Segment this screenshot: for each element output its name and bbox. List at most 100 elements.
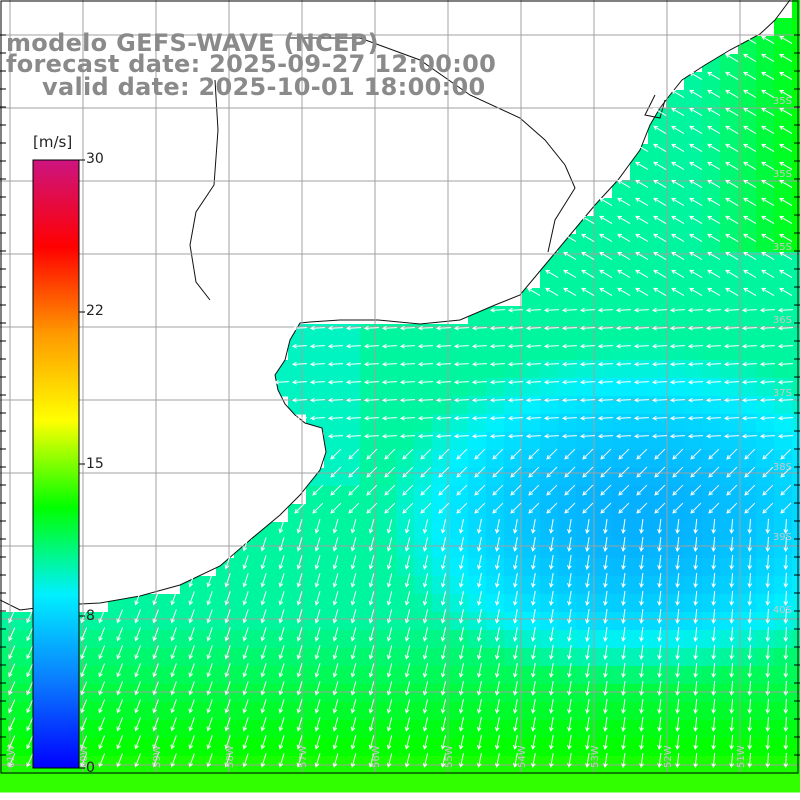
wind-arrow xyxy=(440,627,447,642)
wind-arrow xyxy=(422,609,429,624)
wind-arrow xyxy=(332,753,339,768)
wind-arrow xyxy=(512,663,518,678)
wind-cell xyxy=(324,486,343,505)
wind-cell xyxy=(378,774,397,793)
wind-arrow xyxy=(152,591,159,606)
wind-arrow xyxy=(617,215,631,225)
wind-cell xyxy=(684,432,703,451)
wind-cell xyxy=(486,306,505,325)
wind-cell xyxy=(90,774,109,793)
wind-arrow xyxy=(98,663,106,678)
wind-cell xyxy=(792,594,800,613)
wind-arrow xyxy=(635,287,649,297)
wind-cell xyxy=(378,414,397,433)
wind-arrow xyxy=(291,361,308,367)
wind-cell xyxy=(756,522,775,541)
wind-arrow xyxy=(80,627,88,642)
wind-arrow xyxy=(386,591,393,606)
wind-arrow xyxy=(546,484,558,496)
wind-arrow xyxy=(458,699,464,714)
forecast-date: forecast date: 2025-09-27 12:00:00 xyxy=(6,50,497,78)
wind-cell xyxy=(720,774,739,793)
wind-cell xyxy=(558,594,577,613)
wind-arrow xyxy=(761,269,775,279)
wind-cell xyxy=(702,594,721,613)
wind-arrow xyxy=(657,572,662,588)
wind-arrow xyxy=(653,251,667,261)
wind-cell xyxy=(738,702,757,721)
wind-cell xyxy=(540,648,559,667)
wind-cell xyxy=(216,774,235,793)
wind-arrow xyxy=(296,519,303,534)
wind-arrow xyxy=(314,519,321,534)
wind-cell xyxy=(684,774,703,793)
wind-cell xyxy=(558,630,577,649)
wind-arrow xyxy=(366,448,378,460)
wind-arrow xyxy=(332,627,339,642)
wind-cell xyxy=(648,630,667,649)
wind-arrow xyxy=(653,179,667,189)
wind-cell xyxy=(432,594,451,613)
wind-cell xyxy=(450,360,469,379)
wind-cell xyxy=(666,360,685,379)
wind-cell xyxy=(594,684,613,703)
wind-arrow xyxy=(489,415,506,421)
wind-cell xyxy=(36,774,55,793)
wind-arrow xyxy=(471,343,488,349)
wind-arrow xyxy=(729,518,735,535)
wind-arrow xyxy=(420,466,432,478)
wind-arrow xyxy=(476,519,482,534)
wind-arrow xyxy=(422,573,429,588)
wind-cell xyxy=(468,450,487,469)
wind-arrow xyxy=(471,325,488,331)
wind-cell xyxy=(666,594,685,613)
wind-arrow xyxy=(747,680,753,697)
wind-arrow xyxy=(512,753,518,768)
wind-cell xyxy=(594,630,613,649)
colorbar-gradient xyxy=(32,159,80,769)
wind-arrow xyxy=(330,448,342,460)
wind-arrow xyxy=(615,307,632,313)
wind-arrow xyxy=(651,325,668,331)
wind-arrow xyxy=(707,143,721,153)
wind-cell xyxy=(450,414,469,433)
wind-arrow xyxy=(476,717,482,732)
wind-cell xyxy=(486,342,505,361)
wind-cell xyxy=(738,450,757,469)
wind-cell xyxy=(540,540,559,559)
wind-arrow xyxy=(615,343,632,349)
wind-cell xyxy=(324,450,343,469)
wind-arrow xyxy=(741,415,758,421)
wind-cell xyxy=(738,504,757,523)
wind-arrow xyxy=(525,415,542,421)
wind-cell xyxy=(288,378,307,397)
wind-cell xyxy=(576,684,595,703)
wind-arrow xyxy=(8,645,16,660)
wind-cell xyxy=(720,702,739,721)
wind-arrow xyxy=(567,663,572,678)
wind-cell xyxy=(504,630,523,649)
wind-arrow xyxy=(729,734,735,751)
wind-cell xyxy=(630,774,649,793)
wind-cell xyxy=(612,432,631,451)
wind-cell xyxy=(468,414,487,433)
wind-arrow xyxy=(711,554,717,571)
wind-arrow xyxy=(399,361,416,367)
wind-arrow xyxy=(567,645,572,660)
wind-arrow xyxy=(458,609,464,624)
wind-arrow xyxy=(278,753,285,768)
valid-date: valid date: 2025-10-01 18:00:00 xyxy=(42,73,486,101)
wind-arrow xyxy=(260,699,267,714)
wind-cell xyxy=(720,666,739,685)
wind-arrow xyxy=(525,433,542,439)
wind-arrow xyxy=(545,287,559,297)
wind-arrow xyxy=(579,343,596,349)
wind-cell xyxy=(252,774,271,793)
wind-arrow xyxy=(777,361,794,367)
wind-arrow xyxy=(687,343,704,349)
wind-arrow xyxy=(579,325,596,331)
wind-arrow xyxy=(725,107,739,117)
wind-cell xyxy=(630,522,649,541)
wind-arrow xyxy=(777,379,794,385)
wind-arrow xyxy=(603,717,608,732)
